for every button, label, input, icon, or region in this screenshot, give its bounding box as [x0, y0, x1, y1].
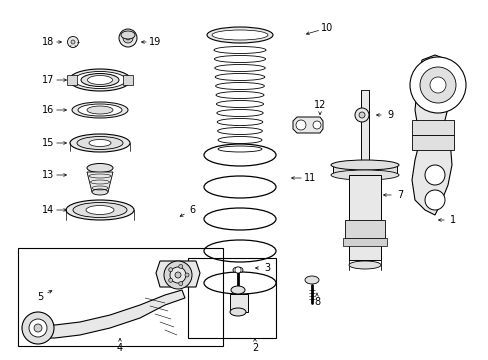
Circle shape: [126, 36, 130, 40]
Bar: [332, 165, 396, 175]
Circle shape: [358, 112, 364, 118]
Ellipse shape: [232, 267, 243, 273]
Bar: [18, 248, 223, 346]
Text: 6: 6: [188, 205, 195, 215]
Bar: [342, 238, 386, 246]
Text: 16: 16: [42, 105, 54, 115]
Text: 12: 12: [313, 100, 325, 110]
Bar: [360, 90, 368, 165]
Bar: [67, 75, 77, 85]
Ellipse shape: [86, 206, 114, 215]
Circle shape: [168, 278, 172, 282]
Bar: [187, 258, 275, 338]
Text: 14: 14: [42, 205, 54, 215]
Ellipse shape: [212, 30, 267, 40]
Circle shape: [179, 282, 183, 285]
Polygon shape: [156, 261, 200, 287]
Circle shape: [29, 319, 47, 337]
Ellipse shape: [330, 170, 398, 180]
Text: 1: 1: [449, 215, 455, 225]
Circle shape: [22, 312, 54, 344]
Text: 10: 10: [320, 23, 332, 33]
Ellipse shape: [330, 160, 398, 170]
Bar: [411, 120, 453, 135]
Ellipse shape: [305, 276, 318, 284]
Ellipse shape: [66, 200, 134, 220]
Bar: [411, 135, 453, 150]
Polygon shape: [292, 117, 323, 133]
Text: 7: 7: [396, 190, 402, 200]
Circle shape: [312, 121, 320, 129]
Circle shape: [184, 273, 189, 277]
Circle shape: [119, 29, 137, 47]
Bar: [123, 75, 133, 85]
Ellipse shape: [78, 104, 122, 116]
Text: 15: 15: [42, 138, 54, 148]
Circle shape: [179, 265, 183, 269]
Circle shape: [295, 120, 305, 130]
Ellipse shape: [230, 286, 244, 294]
Text: 17: 17: [42, 75, 54, 85]
Text: 13: 13: [42, 170, 54, 180]
Ellipse shape: [87, 106, 113, 114]
Bar: [348, 175, 380, 260]
Polygon shape: [28, 290, 184, 338]
Circle shape: [168, 268, 172, 272]
Ellipse shape: [81, 73, 119, 86]
Text: 4: 4: [117, 343, 123, 353]
Ellipse shape: [73, 202, 127, 217]
Ellipse shape: [87, 76, 112, 85]
Circle shape: [175, 272, 181, 278]
Ellipse shape: [69, 69, 131, 91]
Ellipse shape: [348, 261, 380, 269]
Polygon shape: [87, 172, 113, 192]
Text: 3: 3: [264, 263, 269, 273]
Circle shape: [67, 36, 79, 48]
Ellipse shape: [77, 136, 123, 149]
Circle shape: [71, 40, 75, 44]
Circle shape: [429, 77, 445, 93]
Ellipse shape: [206, 27, 272, 43]
Text: 9: 9: [386, 110, 392, 120]
Ellipse shape: [72, 102, 128, 118]
Ellipse shape: [229, 308, 245, 316]
Circle shape: [409, 57, 465, 113]
Ellipse shape: [92, 189, 108, 195]
Circle shape: [235, 267, 241, 273]
Ellipse shape: [87, 163, 113, 172]
Circle shape: [123, 33, 133, 43]
Text: 8: 8: [313, 297, 320, 307]
Bar: [345, 220, 384, 238]
Circle shape: [34, 324, 42, 332]
Circle shape: [163, 261, 192, 289]
Circle shape: [419, 67, 455, 103]
Circle shape: [170, 267, 185, 283]
Ellipse shape: [70, 134, 130, 152]
Polygon shape: [411, 55, 451, 215]
Text: 19: 19: [148, 37, 161, 47]
Bar: [229, 294, 247, 312]
Text: 2: 2: [251, 343, 258, 353]
Circle shape: [424, 190, 444, 210]
Circle shape: [424, 165, 444, 185]
Text: 18: 18: [42, 37, 54, 47]
Circle shape: [354, 108, 368, 122]
Text: 5: 5: [37, 292, 43, 302]
Ellipse shape: [121, 31, 135, 39]
Ellipse shape: [89, 140, 111, 147]
Ellipse shape: [74, 72, 126, 89]
Text: 11: 11: [303, 173, 315, 183]
